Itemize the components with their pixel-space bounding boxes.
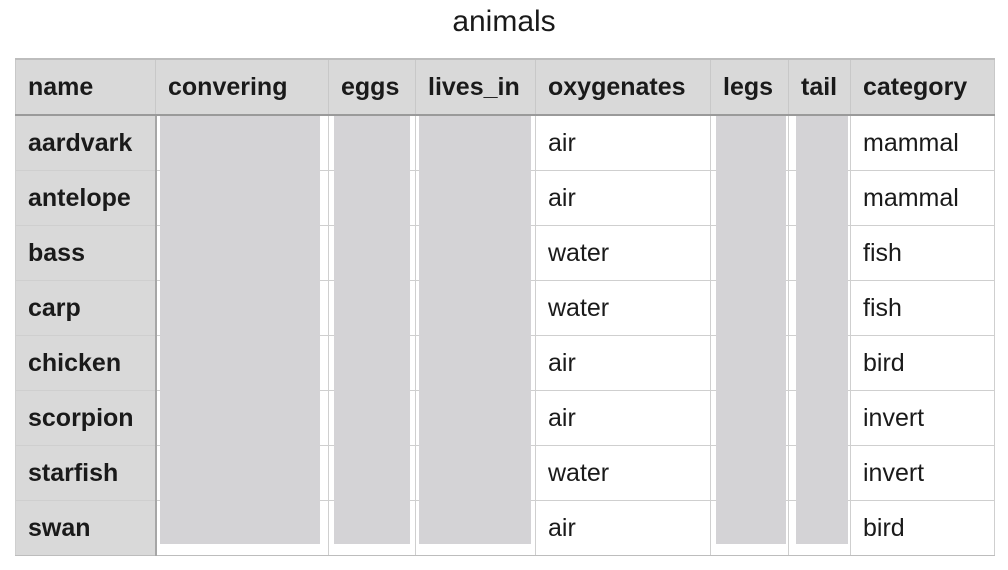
column-header-tail[interactable]: tail bbox=[788, 58, 851, 116]
cell-category[interactable]: invert bbox=[850, 390, 995, 446]
cell-oxygenates[interactable]: air bbox=[535, 500, 711, 556]
column-header-name[interactable]: name bbox=[15, 58, 156, 116]
cell-oxygenates[interactable]: air bbox=[535, 390, 711, 446]
cell-category[interactable]: invert bbox=[850, 445, 995, 501]
column-header-lives-in[interactable]: lives_in bbox=[415, 58, 536, 116]
redaction-mask-lives-in bbox=[419, 116, 531, 544]
column-header-legs[interactable]: legs bbox=[710, 58, 789, 116]
column-header-category[interactable]: category bbox=[850, 58, 995, 116]
cell-name[interactable]: aardvark bbox=[15, 114, 157, 171]
cell-category[interactable]: bird bbox=[850, 335, 995, 391]
column-header-convering[interactable]: convering bbox=[155, 58, 329, 116]
redaction-mask-tail bbox=[796, 116, 848, 544]
redaction-mask-eggs bbox=[334, 116, 410, 544]
cell-category[interactable]: mammal bbox=[850, 114, 995, 171]
cell-name[interactable]: bass bbox=[15, 225, 157, 281]
cell-name[interactable]: chicken bbox=[15, 335, 157, 391]
cell-name[interactable]: antelope bbox=[15, 170, 157, 226]
cell-oxygenates[interactable]: water bbox=[535, 280, 711, 336]
cell-category[interactable]: fish bbox=[850, 225, 995, 281]
cell-oxygenates[interactable]: water bbox=[535, 225, 711, 281]
cell-category[interactable]: fish bbox=[850, 280, 995, 336]
cell-category[interactable]: bird bbox=[850, 500, 995, 556]
cell-oxygenates[interactable]: air bbox=[535, 170, 711, 226]
redaction-mask-legs bbox=[716, 116, 786, 544]
table-title: animals bbox=[452, 5, 556, 38]
cell-name[interactable]: starfish bbox=[15, 445, 157, 501]
cell-name[interactable]: scorpion bbox=[15, 390, 157, 446]
cell-oxygenates[interactable]: water bbox=[535, 445, 711, 501]
column-header-oxygenates[interactable]: oxygenates bbox=[535, 58, 711, 116]
cell-category[interactable]: mammal bbox=[850, 170, 995, 226]
cell-oxygenates[interactable]: air bbox=[535, 114, 711, 171]
cell-name[interactable]: carp bbox=[15, 280, 157, 336]
header-row: name convering eggs lives_in oxygenates … bbox=[15, 58, 995, 116]
cell-oxygenates[interactable]: air bbox=[535, 335, 711, 391]
column-header-eggs[interactable]: eggs bbox=[328, 58, 416, 116]
cell-name[interactable]: swan bbox=[15, 500, 157, 556]
redaction-mask-convering bbox=[160, 116, 320, 544]
